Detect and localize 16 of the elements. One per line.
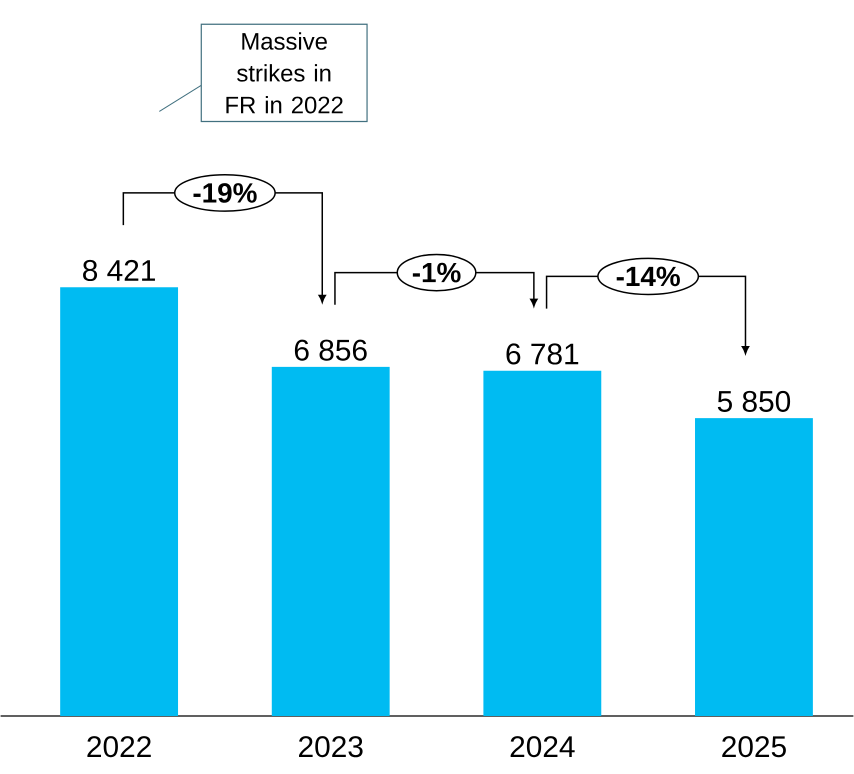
data-label: 8 421 — [83, 260, 155, 282]
text: Massive strikes in FR in 2022 — [226, 32, 343, 114]
text: -19% — [193, 183, 257, 203]
x-tick-label: 2022 — [87, 736, 151, 758]
data-label: 6 781 — [506, 343, 578, 365]
bar — [695, 418, 813, 716]
bar — [60, 287, 178, 716]
text: -14% — [616, 266, 680, 286]
x-tick-label: 2024 — [510, 736, 575, 758]
data-label: 5 850 — [718, 390, 790, 412]
x-tick-label: 2025 — [722, 736, 786, 758]
x-tick-label: 2023 — [299, 736, 363, 758]
bar — [483, 370, 602, 716]
bar — [272, 366, 390, 716]
data-label: 6 856 — [294, 340, 367, 361]
text: -1% — [412, 262, 461, 282]
